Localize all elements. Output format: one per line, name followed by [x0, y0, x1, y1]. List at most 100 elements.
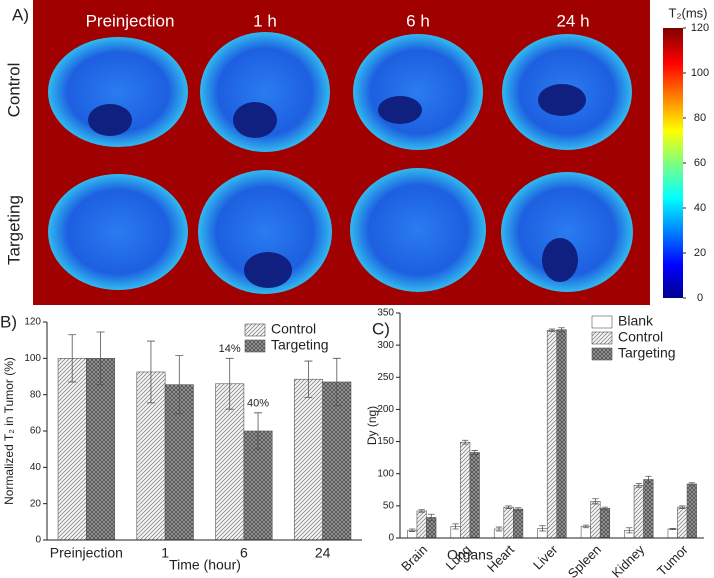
error-bar: [669, 527, 676, 531]
y-tick-label: 20: [30, 498, 42, 509]
bar: [86, 358, 116, 541]
error-bar: [418, 509, 425, 513]
y-tick-label: 120: [24, 317, 41, 328]
x-tick-label: Tumor: [654, 541, 691, 578]
y-tick-label: 250: [377, 372, 394, 383]
bar: [643, 479, 654, 539]
legend-swatch: [244, 339, 266, 353]
error-bar: [601, 506, 609, 511]
colorbar-tick-label: 40: [694, 202, 706, 214]
colorbar-tick-label: 0: [697, 292, 703, 304]
error-bar: [679, 505, 686, 509]
y-axis-label: Normalized T₂ in Tumor (%): [2, 357, 16, 505]
bar: [633, 484, 644, 539]
x-tick-label: Preinjection: [50, 545, 123, 561]
bar: [322, 381, 352, 541]
bar: [503, 506, 514, 539]
colorbar: [663, 28, 683, 298]
y-tick-label: 350: [377, 308, 394, 319]
x-axis-label: Time (hour): [169, 557, 241, 573]
axes: [46, 322, 362, 541]
legend-swatch: [591, 315, 613, 329]
annotation: 40%: [247, 398, 269, 410]
x-tick-label: Kidney: [609, 542, 648, 578]
error-bar: [495, 526, 503, 532]
error-bar: [548, 328, 556, 333]
error-bar: [332, 357, 341, 406]
annotation: 14%: [219, 343, 241, 355]
y-tick-label: 0: [388, 533, 394, 544]
error-bar: [645, 475, 652, 484]
y-tick-label: 150: [377, 436, 394, 447]
bar: [590, 501, 601, 539]
legend-label: Blank: [618, 313, 654, 329]
error-bar: [96, 331, 105, 386]
error-bar: [304, 360, 313, 398]
bar: [677, 506, 688, 539]
y-tick-label: 200: [377, 404, 394, 415]
error-bar: [539, 525, 546, 532]
error-bar: [592, 498, 599, 505]
row-label: Targeting: [4, 195, 23, 265]
row-label: Control: [4, 63, 23, 118]
error-bar: [68, 334, 77, 383]
error-bar: [471, 450, 478, 455]
error-bar: [175, 355, 184, 415]
legend-label: Targeting: [271, 337, 329, 353]
y-tick-label: 60: [30, 426, 42, 437]
y-tick-label: 300: [377, 340, 394, 351]
column-label: 6 h: [406, 11, 430, 30]
y-tick-label: 100: [377, 468, 394, 479]
colorbar-tick-label: 100: [691, 67, 709, 79]
y-tick-label: 80: [30, 389, 42, 400]
bar: [667, 528, 678, 539]
x-tick-label: 24: [315, 545, 331, 561]
bar: [580, 526, 591, 539]
error-bar: [452, 523, 459, 530]
y-tick-label: 0: [35, 535, 41, 546]
x-axis-label: Organs: [447, 547, 493, 563]
panel-label: C): [372, 319, 390, 338]
error-bar: [514, 507, 522, 511]
y-tick-label: 50: [383, 500, 395, 511]
colorbar-tick-label: 120: [691, 22, 709, 34]
error-bar: [688, 482, 696, 486]
y-tick-label: 100: [24, 353, 41, 364]
column-label: Preinjection: [86, 11, 175, 30]
error-bar: [225, 357, 234, 410]
legend-label: Control: [618, 329, 663, 345]
bar: [686, 483, 697, 539]
bar: [215, 383, 245, 541]
mri-images: [48, 32, 633, 294]
x-tick-label: 6: [240, 545, 248, 561]
bar: [293, 378, 323, 541]
bar: [469, 452, 480, 539]
column-label: 24 h: [556, 11, 589, 30]
panel-label: A): [12, 5, 29, 24]
colorbar-tick-label: 60: [694, 157, 706, 169]
legend-swatch: [591, 331, 613, 345]
bar: [416, 510, 427, 539]
error-bar: [408, 528, 416, 532]
x-tick-label: Liver: [530, 541, 561, 572]
error-bar: [254, 412, 263, 450]
y-axis-label: Dy (ng): [365, 406, 379, 445]
legend-label: Control: [271, 321, 316, 337]
legend-swatch: [591, 347, 613, 361]
bar: [513, 508, 524, 539]
error-bar: [558, 327, 565, 333]
legend-label: Targeting: [618, 345, 676, 361]
bar: [57, 358, 87, 541]
bar: [556, 329, 567, 539]
error-bar: [635, 482, 643, 488]
error-bar: [461, 439, 469, 445]
x-tick-label: Brain: [398, 542, 430, 574]
bar: [460, 441, 471, 539]
colorbar-tick-label: 80: [694, 112, 706, 124]
panel-label: B): [0, 312, 17, 331]
x-tick-label: 1: [161, 545, 169, 561]
colorbar-title: T₂(ms): [669, 5, 708, 20]
error-bar: [146, 340, 155, 404]
error-bar: [428, 513, 435, 522]
